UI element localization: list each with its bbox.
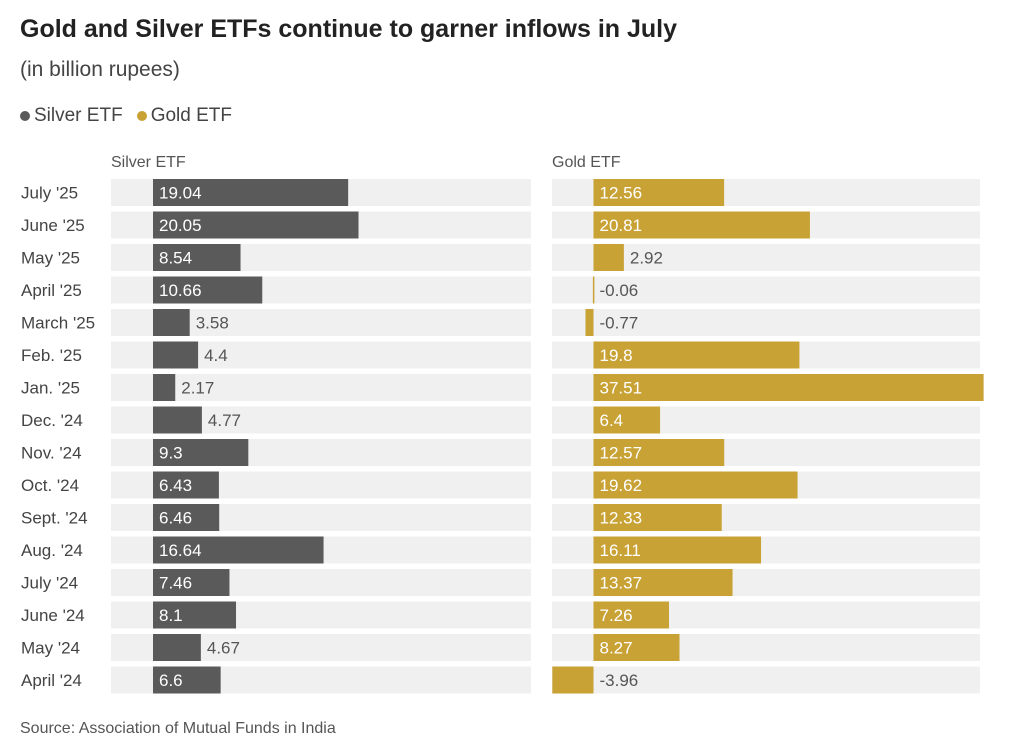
data-label-silver: 6.43 — [159, 476, 192, 495]
category-label: Aug. '24 — [21, 541, 83, 560]
bar-silver — [153, 601, 237, 629]
data-label-gold: 8.27 — [600, 639, 633, 658]
bar-gold — [593, 536, 762, 564]
bar-gold — [593, 374, 984, 401]
chart-subtitle: (in billion rupees) — [20, 58, 180, 81]
bar-silver — [153, 179, 349, 206]
bar-gold — [593, 439, 725, 466]
data-label-gold: 13.37 — [600, 574, 643, 593]
bar-silver — [153, 309, 190, 336]
bar-silver — [153, 634, 201, 661]
bar-gold — [593, 341, 800, 369]
bar-silver — [153, 341, 199, 369]
panel-title-gold: Gold ETF — [552, 154, 621, 171]
bar-gold — [593, 211, 810, 239]
bar-gold — [593, 471, 798, 499]
category-label: June '24 — [21, 606, 85, 625]
data-label-gold: 20.81 — [600, 216, 643, 235]
data-label-gold: 12.33 — [600, 509, 643, 528]
bar-silver — [153, 536, 324, 564]
data-label-gold: 2.92 — [630, 249, 663, 268]
data-label-silver: 19.04 — [159, 184, 202, 203]
data-label-silver: 16.64 — [159, 541, 202, 560]
bar-track-gold — [552, 309, 980, 336]
data-label-silver: 2.17 — [181, 379, 214, 398]
bar-silver — [153, 471, 219, 499]
data-label-silver: 8.1 — [159, 606, 183, 625]
data-label-gold: 12.57 — [600, 444, 643, 463]
bar-silver — [153, 276, 263, 304]
data-label-silver: 4.67 — [207, 639, 240, 658]
data-label-gold: 12.56 — [600, 184, 643, 203]
category-label: May '25 — [21, 249, 80, 268]
category-label: Nov. '24 — [21, 444, 82, 463]
bar-silver — [153, 504, 220, 531]
data-label-silver: 4.77 — [208, 411, 241, 430]
data-label-silver: 8.54 — [159, 249, 192, 268]
bar-gold — [585, 309, 594, 336]
bar-silver — [153, 666, 221, 694]
bar-silver — [153, 374, 176, 401]
data-label-silver: 10.66 — [159, 281, 202, 300]
legend: Silver ETF Gold ETF — [20, 105, 246, 127]
category-label: Dec. '24 — [21, 411, 83, 430]
data-label-gold: 37.51 — [600, 379, 643, 398]
data-label-silver: 9.3 — [159, 444, 183, 463]
bar-gold — [593, 601, 670, 629]
bar-silver — [153, 406, 202, 434]
category-label: Feb. '25 — [21, 346, 82, 365]
bar-gold — [593, 634, 680, 661]
data-label-silver: 3.58 — [196, 314, 229, 333]
data-label-silver: 6.6 — [159, 671, 183, 690]
bar-silver — [153, 244, 241, 271]
category-label: Sept. '24 — [21, 509, 88, 528]
bar-silver — [153, 439, 249, 466]
data-label-silver: 20.05 — [159, 216, 202, 235]
panel-title-silver: Silver ETF — [111, 154, 186, 171]
data-label-gold: 6.4 — [600, 411, 624, 430]
category-label: April '25 — [21, 281, 82, 300]
legend-item-silver: Silver ETF — [20, 105, 123, 127]
legend-label-gold: Gold ETF — [150, 105, 232, 126]
chart-title: Gold and Silver ETFs continue to garner … — [20, 15, 678, 43]
category-label: March '25 — [21, 314, 95, 333]
bar-gold — [593, 569, 733, 596]
data-label-gold: 19.62 — [600, 476, 643, 495]
legend-swatch-silver — [20, 111, 30, 121]
data-label-gold: 19.8 — [600, 346, 633, 365]
bar-gold — [552, 666, 594, 694]
bar-silver — [153, 211, 359, 239]
legend-label-silver: Silver ETF — [34, 105, 123, 126]
category-label: May '24 — [21, 639, 80, 658]
category-label: Jan. '25 — [21, 379, 80, 398]
category-label: April '24 — [21, 671, 82, 690]
bar-gold — [593, 406, 661, 434]
bar-track-gold — [552, 666, 980, 694]
category-label: July '24 — [21, 574, 78, 593]
data-label-gold: 7.26 — [600, 606, 633, 625]
bar-gold — [592, 276, 595, 304]
source-note: Source: Association of Mutual Funds in I… — [20, 720, 336, 737]
category-label: Oct. '24 — [21, 476, 79, 495]
category-label: July '25 — [21, 184, 78, 203]
bar-gold — [593, 244, 624, 271]
data-label-gold: -0.77 — [600, 314, 639, 333]
data-label-gold: -0.06 — [600, 281, 639, 300]
legend-item-gold: Gold ETF — [136, 105, 232, 127]
bar-track-gold — [552, 276, 980, 304]
data-label-silver: 7.46 — [159, 574, 192, 593]
data-label-gold: 16.11 — [600, 541, 641, 560]
bar-gold — [593, 504, 722, 531]
bar-gold — [593, 179, 725, 206]
data-label-silver: 6.46 — [159, 509, 192, 528]
data-label-silver: 4.4 — [204, 346, 228, 365]
legend-swatch-gold — [136, 111, 147, 121]
bar-silver — [153, 569, 230, 596]
category-label: June '25 — [21, 216, 85, 235]
bar-track-silver — [111, 374, 531, 401]
data-label-gold: -3.96 — [600, 671, 639, 690]
